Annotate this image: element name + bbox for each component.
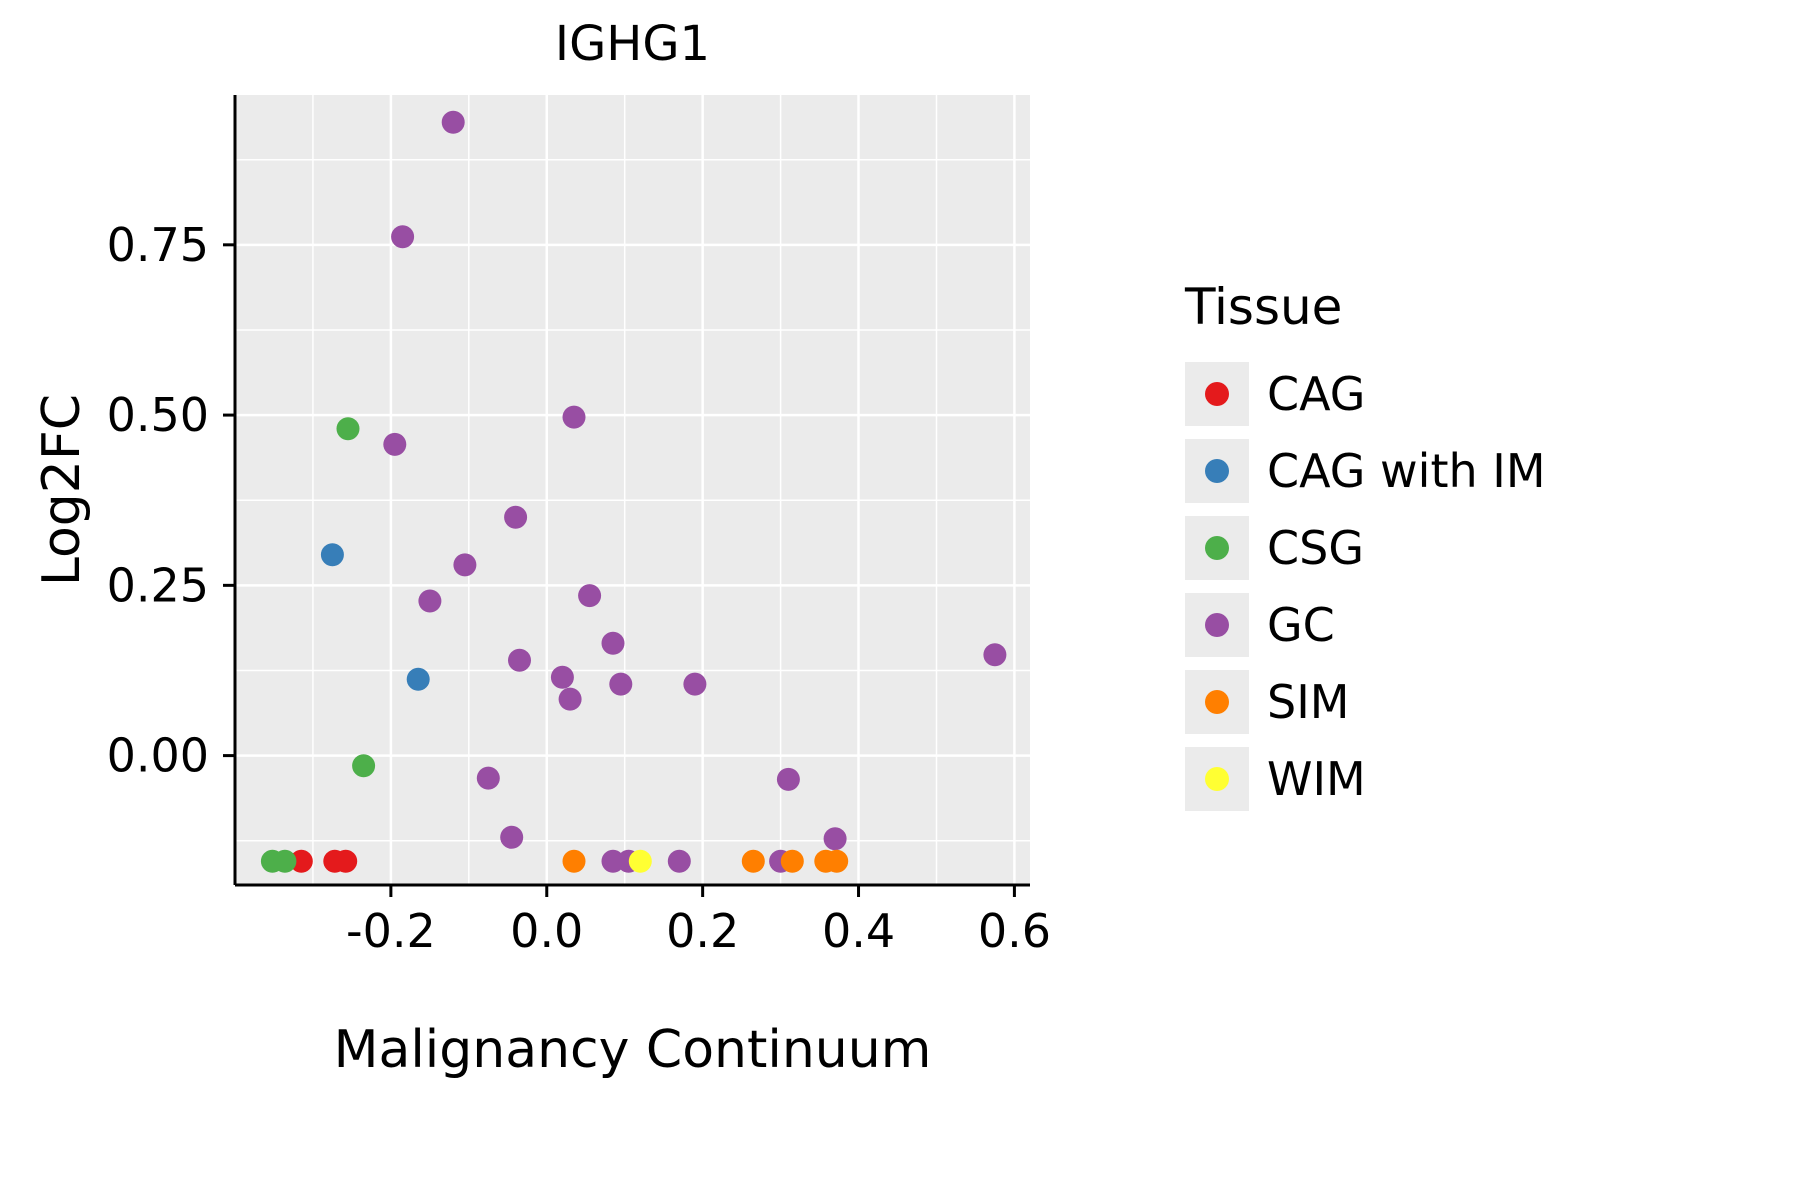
legend-dot-icon <box>1205 382 1229 406</box>
data-point-cag-with-im <box>406 667 430 691</box>
data-point-gc <box>683 672 707 696</box>
x-tick-label: 0.0 <box>510 904 583 958</box>
data-point-gc <box>441 110 465 134</box>
legend-key <box>1185 439 1249 503</box>
legend-item-csg: CSG <box>1185 516 1546 580</box>
legend-label: GC <box>1267 598 1335 652</box>
y-tick-label: 0.25 <box>107 558 209 612</box>
legend-dot-icon <box>1205 536 1229 560</box>
x-axis-label: Malignancy Continuum <box>333 1020 932 1080</box>
data-point-gc <box>776 767 800 791</box>
y-tick-label: 0.75 <box>107 218 209 272</box>
legend-key <box>1185 747 1249 811</box>
data-point-sim <box>780 849 804 873</box>
legend-label: CAG with IM <box>1267 444 1546 498</box>
data-point-gc <box>504 505 528 529</box>
x-tick-label: 0.4 <box>822 904 895 958</box>
y-tick-label: 0.50 <box>107 388 209 442</box>
legend-dot-icon <box>1205 459 1229 483</box>
data-point-sim <box>825 849 849 873</box>
legend-items: CAG CAG with IM CSG GC SIM WIM <box>1185 362 1546 811</box>
data-point-gc <box>667 849 691 873</box>
data-point-wim <box>628 849 652 873</box>
data-point-sim <box>562 849 586 873</box>
legend-dot-icon <box>1205 613 1229 637</box>
legend-key <box>1185 516 1249 580</box>
data-point-gc <box>823 827 847 851</box>
x-tick-label: 0.2 <box>666 904 739 958</box>
legend-item-gc: GC <box>1185 593 1546 657</box>
x-tick-label: -0.2 <box>346 904 436 958</box>
data-point-gc <box>453 553 477 577</box>
plot-panel <box>235 95 1030 885</box>
chart-title: IGHG1 <box>554 16 711 72</box>
legend-item-wim: WIM <box>1185 747 1546 811</box>
data-point-gc <box>383 432 407 456</box>
legend-label: WIM <box>1267 752 1366 806</box>
legend-item-cag: CAG <box>1185 362 1546 426</box>
data-point-gc <box>562 405 586 429</box>
data-point-csg <box>273 849 297 873</box>
legend-item-cag-with-im: CAG with IM <box>1185 439 1546 503</box>
data-point-sim <box>741 849 765 873</box>
legend-dot-icon <box>1205 690 1229 714</box>
data-point-cag <box>289 849 313 873</box>
data-point-gc <box>508 648 531 672</box>
legend: Tissue CAG CAG with IM CSG GC SIM WIM <box>1185 278 1546 824</box>
x-tick-label: 0.6 <box>978 904 1051 958</box>
data-point-csg <box>352 754 376 778</box>
data-point-cag-with-im <box>320 543 344 567</box>
data-point-gc <box>609 672 633 696</box>
data-point-csg <box>336 417 360 441</box>
legend-dot-icon <box>1205 767 1229 791</box>
y-tick-label: 0.00 <box>107 729 209 783</box>
legend-title: Tissue <box>1185 278 1343 336</box>
data-point-gc <box>558 687 582 711</box>
data-point-gc <box>500 825 524 849</box>
data-point-gc <box>578 584 602 608</box>
data-point-gc <box>983 643 1007 667</box>
data-point-gc <box>601 631 625 655</box>
legend-label: CSG <box>1267 521 1364 575</box>
data-point-gc <box>550 665 574 689</box>
data-point-gc <box>391 225 415 249</box>
legend-key <box>1185 593 1249 657</box>
legend-label: CAG <box>1267 367 1366 421</box>
legend-item-sim: SIM <box>1185 670 1546 734</box>
legend-key <box>1185 670 1249 734</box>
data-point-cag <box>334 849 358 873</box>
legend-label: SIM <box>1267 675 1350 729</box>
data-point-gc <box>418 589 442 613</box>
legend-key <box>1185 362 1249 426</box>
data-point-gc <box>476 766 500 790</box>
